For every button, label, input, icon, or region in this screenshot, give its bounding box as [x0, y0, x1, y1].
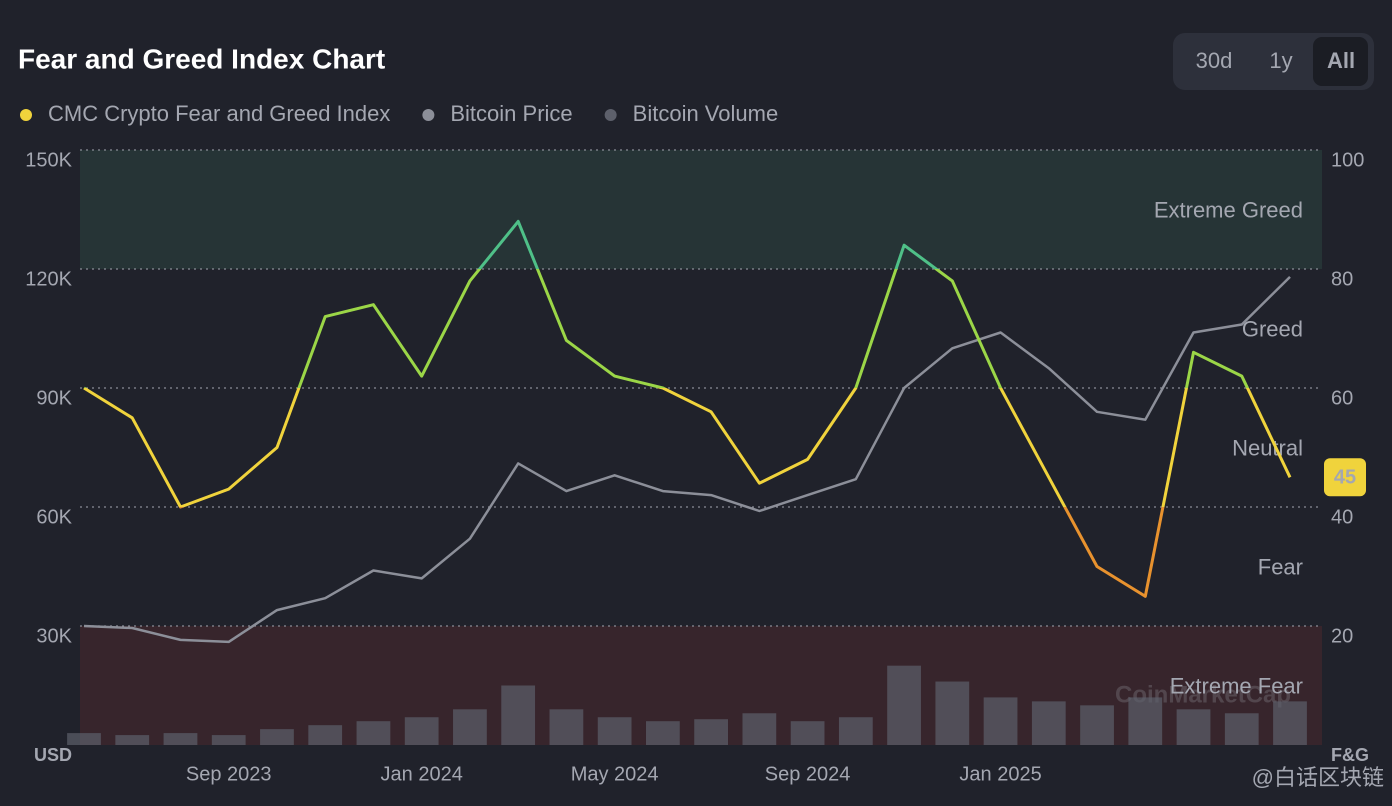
volume-bar [308, 725, 343, 745]
legend-dot [604, 109, 617, 121]
y-tick-label: 150K [25, 149, 72, 171]
volume-bar [838, 717, 873, 745]
range-button-active[interactable] [1313, 37, 1368, 86]
volume-bar [501, 685, 536, 745]
y2-axis-label: F&G [1331, 745, 1369, 765]
zone-label: Neutral [1232, 435, 1303, 460]
watermark: @白话区块链 [1252, 765, 1384, 790]
volume-bar [983, 697, 1018, 745]
x-tick-label: Jan 2025 [959, 763, 1041, 785]
y-tick-label: 120K [25, 268, 72, 290]
y2-tick-label: 60 [1331, 387, 1353, 409]
x-tick-label: Jan 2024 [381, 763, 463, 785]
volume-bar [67, 733, 101, 745]
volume-bar [1176, 709, 1211, 745]
volume-bar [356, 721, 391, 745]
volume-bar [597, 717, 632, 745]
volume-bar [549, 709, 584, 745]
y2-tick-label: 20 [1331, 625, 1353, 647]
volume-bar [163, 733, 198, 745]
legend-dot [20, 109, 32, 121]
range-button[interactable]: All [1327, 48, 1355, 73]
zone-band [80, 150, 1322, 269]
volume-bar [404, 717, 439, 745]
current-badge [1324, 458, 1366, 497]
y-tick-label: 60K [36, 506, 72, 528]
volume-bar [790, 721, 825, 745]
volume-bar [645, 721, 680, 745]
volume-bar [1273, 701, 1307, 745]
y-axis-label: USD [34, 745, 72, 765]
range-button[interactable]: 1y [1269, 48, 1292, 73]
volume-bar [1224, 713, 1259, 745]
zone-label: Greed [1242, 316, 1303, 341]
volume-bar [453, 709, 487, 745]
x-tick-label: May 2024 [571, 763, 659, 785]
fng-line [83, 219, 1292, 598]
price-line [83, 276, 1291, 644]
legend-label: CMC Crypto Fear and Greed Index [48, 101, 390, 126]
volume-bar [1031, 701, 1066, 745]
legend-dot [422, 109, 435, 121]
x-tick-label: Sep 2023 [186, 763, 272, 785]
y2-tick-label: 100 [1331, 149, 1364, 171]
volume-bar [1080, 705, 1114, 745]
legend-label: Bitcoin Volume [633, 101, 779, 126]
volume-bar [742, 713, 777, 745]
volume-bar [694, 719, 729, 745]
volume-bar [887, 665, 921, 745]
zone-label: Extreme Greed [1154, 197, 1303, 222]
volume-bar [211, 735, 246, 745]
range-button[interactable]: 30d [1196, 48, 1233, 73]
volume-bar [1128, 697, 1163, 745]
x-tick-label: Sep 2024 [765, 763, 851, 785]
volume-bar [935, 681, 970, 745]
chart-title: Fear and Greed Index Chart [18, 43, 385, 74]
volume-bar [260, 729, 294, 745]
volume-bar [115, 735, 150, 745]
zone-label: Extreme Fear [1170, 673, 1303, 698]
y-tick-label: 90K [36, 387, 72, 409]
y2-tick-label: 40 [1331, 506, 1353, 528]
y2-tick-label: 80 [1331, 268, 1353, 290]
legend-label: Bitcoin Price [450, 101, 572, 126]
current-value: 45 [1334, 467, 1356, 489]
zone-label: Fear [1258, 554, 1303, 579]
y-tick-label: 30K [36, 625, 72, 647]
